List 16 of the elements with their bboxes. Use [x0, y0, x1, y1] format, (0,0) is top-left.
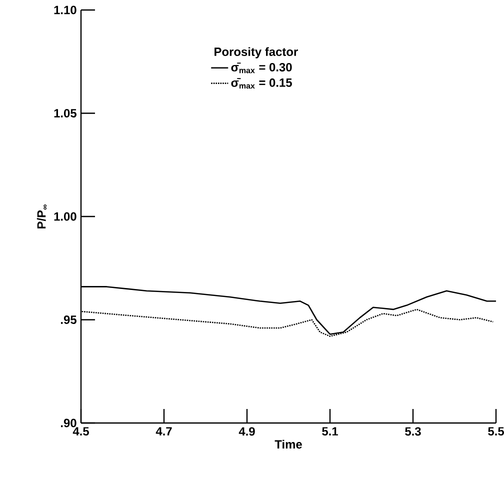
y-tick-label: .90: [61, 418, 76, 428]
y-tick-label: 1.00: [54, 212, 76, 221]
x-tick-label: 4.5: [72, 427, 89, 436]
y-tick-label: .95: [61, 316, 76, 324]
x-tick-label: 5.1: [322, 427, 338, 436]
x-tick-label: 5.5: [488, 427, 504, 436]
x-tick-label: 4.7: [156, 427, 172, 436]
y-axis-title: P/P$_{∞}$: [36, 204, 47, 228]
legend-label: σ̄$_{max}$ = 0.15: [231, 78, 292, 89]
x-tick-label: 5.3: [405, 427, 421, 436]
x-tick-label: 4.9: [238, 427, 255, 436]
legend-label: σ̄$_{max}$ = 0.30: [231, 62, 292, 74]
legend-title: Porosity factor: [214, 47, 298, 58]
y-tick-label: 1.05: [54, 109, 76, 118]
x-axis-title: Time: [274, 440, 302, 449]
y-tick-label: 1.10: [54, 6, 76, 14]
